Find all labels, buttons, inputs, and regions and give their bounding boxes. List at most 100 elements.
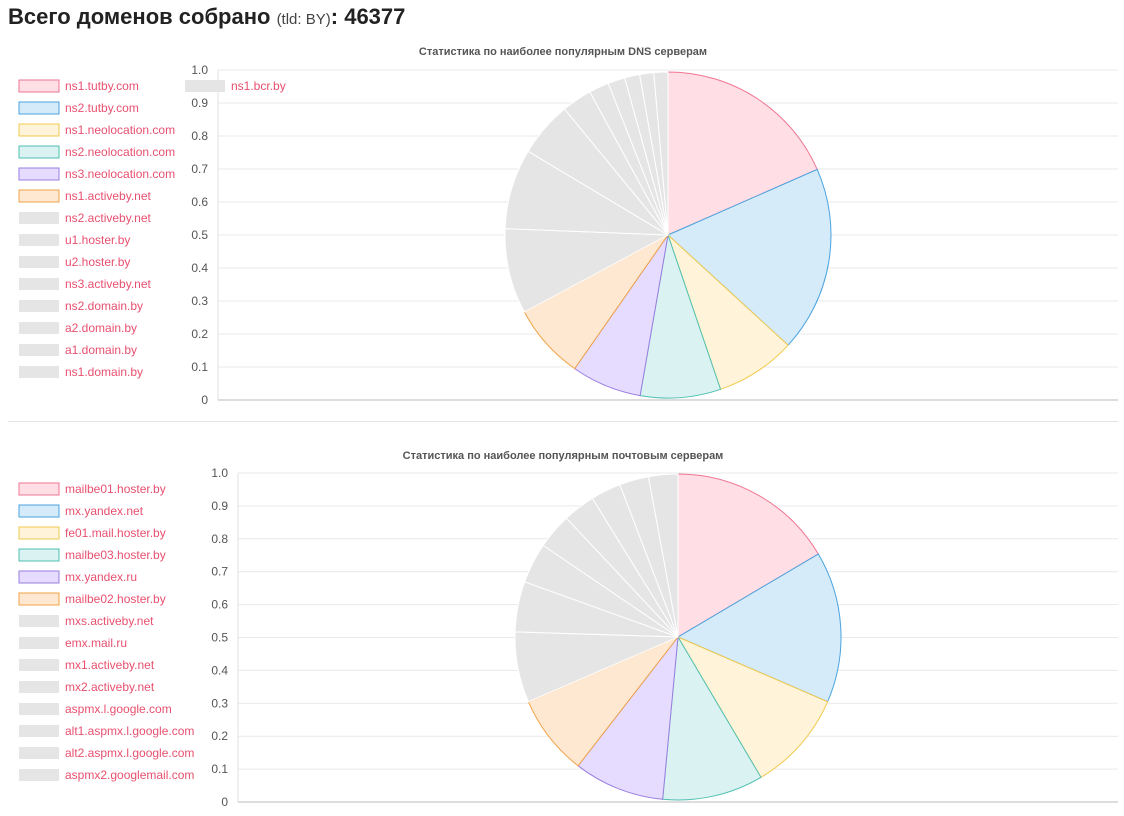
legend-item-ns2-neolocation-com[interactable]: ns2.neolocation.com	[65, 145, 175, 159]
legend-swatch[interactable]	[19, 344, 59, 356]
legend-swatch[interactable]	[19, 366, 59, 378]
legend-item-fe01-mail-hoster-by[interactable]: fe01.mail.hoster.by	[65, 526, 166, 540]
legend-item-emx-mail-ru[interactable]: emx.mail.ru	[65, 636, 127, 650]
page-title-text: Всего доменов собрано	[8, 4, 271, 29]
legend-item-mailbe02-hoster-by[interactable]: mailbe02.hoster.by	[65, 592, 166, 606]
y-tick-label: 0.2	[191, 327, 208, 341]
chart-title: Статистика по наиболее популярным DNS се…	[419, 46, 707, 58]
legend-swatch[interactable]	[18, 482, 60, 496]
legend-item-mailbe03-hoster-by[interactable]: mailbe03.hoster.by	[65, 548, 166, 562]
legend-item-a2-domain-by[interactable]: a2.domain.by	[65, 321, 137, 335]
y-tick-label: 1.0	[191, 63, 208, 77]
legend-item-ns2-tutby-com[interactable]: ns2.tutby.com	[65, 101, 139, 115]
y-tick-label: 0.2	[211, 729, 228, 743]
legend-item-alt1-aspmx-l-google-com[interactable]: alt1.aspmx.l.google.com	[65, 724, 194, 738]
legend-swatch[interactable]	[19, 769, 59, 781]
pie-slice-ns2-tutby-com[interactable]	[667, 168, 832, 346]
legend-swatch[interactable]	[18, 167, 60, 181]
legend-swatch[interactable]	[18, 79, 60, 93]
pie-slice-mailbe03-hoster-by[interactable]	[662, 635, 762, 801]
legend-item-mx1-activeby-net[interactable]: mx1.activeby.net	[65, 658, 155, 672]
legend-item-u1-hoster-by[interactable]: u1.hoster.by	[65, 233, 130, 247]
legend-swatch[interactable]	[18, 145, 60, 159]
legend-swatch[interactable]	[19, 659, 59, 671]
pie-slice-fe01-mail-hoster-by[interactable]	[676, 635, 829, 778]
legend-item-ns1-tutby-com[interactable]: ns1.tutby.com	[65, 79, 139, 93]
legend-swatch[interactable]	[19, 725, 59, 737]
legend-item-mxs-activeby-net[interactable]: mxs.activeby.net	[65, 614, 154, 628]
legend-item-ns1-domain-by[interactable]: ns1.domain.by	[65, 365, 143, 379]
y-tick-label: 0	[201, 393, 208, 407]
legend-swatch[interactable]	[19, 747, 59, 759]
legend-item-mx-yandex-ru[interactable]: mx.yandex.ru	[65, 570, 137, 584]
y-tick-label: 0.3	[191, 294, 208, 308]
y-tick-label: 0.3	[211, 696, 228, 710]
legend-swatch[interactable]	[19, 615, 59, 627]
y-tick-label: 0.4	[211, 663, 228, 677]
legend-swatch[interactable]	[18, 592, 60, 606]
mail-servers-chart: Статистика по наиболее популярным почтов…	[18, 450, 1118, 809]
y-tick-label: 0.1	[211, 762, 228, 776]
pie-slice-ns1-tutby-com[interactable]	[667, 71, 818, 236]
legend-swatch[interactable]	[19, 322, 59, 334]
y-tick-label: 0.7	[191, 162, 208, 176]
legend-swatch[interactable]	[18, 123, 60, 137]
y-tick-label: 0.5	[211, 631, 228, 645]
legend-swatch[interactable]	[19, 234, 59, 246]
pie-slice-aspmx2-googlemail-com[interactable]	[647, 473, 679, 638]
y-tick-label: 0.6	[191, 195, 208, 209]
legend-item-aspmx-l-google-com[interactable]: aspmx.l.google.com	[65, 702, 172, 716]
title-colon: :	[330, 4, 339, 29]
y-tick-label: 0.1	[191, 360, 208, 374]
legend-swatch[interactable]	[185, 80, 225, 92]
page-title: Всего доменов собрано (tld: BY): 46377	[8, 4, 405, 30]
legend-swatch[interactable]	[18, 570, 60, 584]
legend-item-alt2-aspmx-l-google-com[interactable]: alt2.aspmx.l.google.com	[65, 746, 194, 760]
y-tick-label: 0.6	[211, 598, 228, 612]
legend-item-mx2-activeby-net[interactable]: mx2.activeby.net	[65, 680, 155, 694]
pie-slice-mailbe01-hoster-by[interactable]	[677, 473, 819, 638]
y-tick-label: 0.8	[191, 129, 208, 143]
y-tick-label: 1.0	[211, 466, 228, 480]
legend-item-mx-yandex-net[interactable]: mx.yandex.net	[65, 504, 144, 518]
pie-slice-ns1-bcr-by[interactable]	[653, 71, 669, 236]
legend-item-ns1-neolocation-com[interactable]: ns1.neolocation.com	[65, 123, 175, 137]
y-tick-label: 0.7	[211, 565, 228, 579]
legend-swatch[interactable]	[18, 526, 60, 540]
y-tick-label: 0.9	[191, 96, 208, 110]
legend-item-aspmx2-googlemail-com[interactable]: aspmx2.googlemail.com	[65, 768, 194, 782]
section-divider	[8, 421, 1118, 422]
legend-item-ns3-neolocation-com[interactable]: ns3.neolocation.com	[65, 167, 175, 181]
legend-swatch[interactable]	[19, 703, 59, 715]
dns-servers-chart: Статистика по наиболее популярным DNS се…	[18, 46, 1118, 407]
pie-slice-mx-yandex-net[interactable]	[676, 553, 842, 703]
legend-item-u2-hoster-by[interactable]: u2.hoster.by	[65, 255, 130, 269]
legend-item-ns1-bcr-by[interactable]: ns1.bcr.by	[231, 79, 286, 93]
pie-slice-ns2-activeby-net[interactable]	[504, 228, 670, 313]
y-tick-label: 0	[221, 795, 228, 809]
domain-count: 46377	[344, 4, 406, 29]
y-tick-label: 0.4	[191, 261, 208, 275]
legend-item-ns2-activeby-net[interactable]: ns2.activeby.net	[65, 211, 151, 225]
legend-swatch[interactable]	[18, 504, 60, 518]
legend-swatch[interactable]	[19, 278, 59, 290]
legend-item-ns3-activeby-net[interactable]: ns3.activeby.net	[65, 277, 151, 291]
legend-swatch[interactable]	[18, 548, 60, 562]
tld-text: (tld: BY)	[276, 11, 331, 28]
legend-item-mailbe01-hoster-by[interactable]: mailbe01.hoster.by	[65, 482, 166, 496]
pie-slice-mx-yandex-ru[interactable]	[577, 635, 679, 800]
legend-swatch[interactable]	[19, 212, 59, 224]
legend-swatch[interactable]	[18, 101, 60, 115]
legend-item-a1-domain-by[interactable]: a1.domain.by	[65, 343, 137, 357]
y-tick-label: 0.8	[211, 532, 228, 546]
legend-item-ns1-activeby-net[interactable]: ns1.activeby.net	[65, 189, 151, 203]
legend-swatch[interactable]	[18, 189, 60, 203]
y-tick-label: 0.5	[191, 228, 208, 242]
legend-swatch[interactable]	[19, 256, 59, 268]
chart-title: Статистика по наиболее популярным почтов…	[403, 450, 724, 462]
y-tick-label: 0.9	[211, 499, 228, 513]
legend-item-ns2-domain-by[interactable]: ns2.domain.by	[65, 299, 143, 313]
legend-swatch[interactable]	[19, 300, 59, 312]
legend-swatch[interactable]	[19, 637, 59, 649]
legend-swatch[interactable]	[19, 681, 59, 693]
